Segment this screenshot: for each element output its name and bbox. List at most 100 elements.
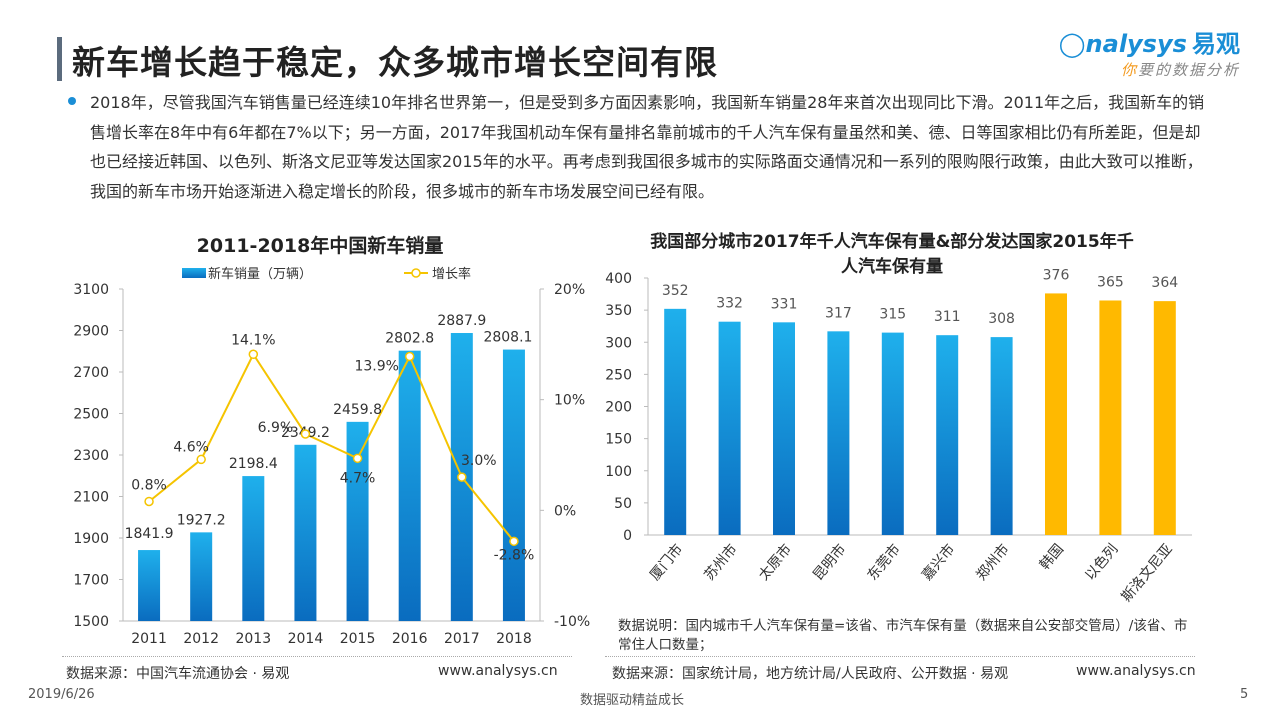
growth-value-label: 13.9% (354, 359, 398, 375)
y-tick-label: 2900 (73, 324, 109, 340)
bar (190, 532, 213, 621)
bar-value-label: 376 (1043, 267, 1070, 283)
growth-marker (457, 472, 467, 482)
x-tick-label: 韩国 (1037, 541, 1067, 573)
growth-marker (352, 453, 363, 464)
growth-marker (196, 454, 206, 465)
title-accent-bar (57, 37, 62, 81)
chart1-title: 2011-2018年中国新车销量 (197, 234, 444, 257)
growth-value-label: 14.1% (231, 332, 275, 348)
y2-tick-label: 20% (554, 282, 585, 298)
bullet-icon (68, 97, 76, 105)
y-tick-label: 2300 (73, 448, 109, 464)
bar-value-label: 308 (988, 311, 1015, 327)
y-tick-label: 2500 (73, 407, 109, 423)
x-tick-label: 以色列 (1081, 541, 1121, 584)
growth-marker (248, 349, 259, 360)
y-tick-label: 1900 (73, 531, 109, 547)
y2-tick-label: -10% (554, 614, 590, 630)
chart2-title-line2: 人汽车保有量 (841, 256, 943, 277)
chart2-title-line1: 我国部分城市2017年千人汽车保有量&部分发达国家2015年千 (650, 231, 1133, 252)
logo-text-en: nalysys (1085, 30, 1187, 58)
growth-value-label: 3.0% (461, 453, 497, 469)
bar (827, 331, 850, 535)
growth-value-label: 4.7% (340, 470, 376, 486)
growth-marker (509, 536, 519, 547)
right-url[interactable]: www.analysys.cn (1076, 663, 1196, 679)
bar-value-label: 331 (771, 296, 798, 312)
bar (881, 332, 904, 535)
x-tick-label: 太原市 (755, 541, 795, 584)
y-tick-label: 0 (623, 528, 632, 544)
y-tick-label: 250 (605, 367, 632, 383)
bar (664, 308, 687, 535)
footer-slogan: 数据驱动精益成长 (580, 693, 685, 708)
bar (138, 550, 161, 621)
y-tick-label: 3100 (73, 282, 109, 298)
x-tick-label: 东莞市 (864, 541, 904, 584)
y-tick-label: 300 (605, 335, 632, 351)
bar-value-label: 1927.2 (177, 512, 226, 528)
y-tick-label: 150 (605, 432, 632, 448)
growth-value-label: 0.8% (131, 477, 167, 493)
bar-value-label: 365 (1097, 274, 1124, 290)
logo: ◯nalysys 易观 你要的数据分析 (1059, 24, 1240, 80)
y-tick-label: 350 (605, 303, 632, 319)
x-tick-label: 厦门市 (646, 541, 686, 584)
bar (990, 337, 1013, 535)
bar (502, 349, 525, 621)
bar (294, 444, 317, 621)
bar-value-label: 2459.8 (333, 402, 382, 418)
growth-value-label: 6.9% (258, 420, 294, 436)
growth-marker (300, 429, 311, 439)
bar-value-label: 2198.4 (229, 456, 278, 472)
growth-value-label: -2.8% (494, 547, 535, 563)
bullet-text: 2018年，尽管我国汽车销售量已经连续10年排名世界第一，但是受到多方面因素影响… (90, 93, 1205, 201)
bar (1099, 300, 1122, 535)
x-tick-label: 昆明市 (809, 541, 849, 584)
x-tick-label: 2016 (392, 631, 428, 647)
x-tick-label: 嘉兴市 (918, 541, 958, 584)
bar (398, 350, 421, 621)
x-tick-label: 2011 (131, 631, 167, 647)
bar (773, 322, 795, 535)
growth-marker (404, 351, 415, 362)
left-source: 数据来源：中国汽车流通协会 · 易观 (66, 666, 290, 682)
y-tick-label: 400 (605, 271, 632, 287)
y-tick-label: 2700 (73, 365, 109, 381)
bar-value-label: 2887.9 (437, 313, 486, 329)
bar-value-label: 317 (825, 305, 852, 321)
bar-value-label: 332 (716, 296, 743, 312)
bar (242, 476, 265, 621)
data-note: 数据说明：国内城市千人汽车保有量=该省、市汽车保有量（数据来自公安部交管局）/该… (618, 618, 1188, 653)
x-tick-label: 2015 (340, 631, 376, 647)
left-url[interactable]: www.analysys.cn (438, 663, 558, 679)
bar-value-label: 315 (879, 307, 906, 323)
logo-slogan-rest: 要的数据分析 (1137, 61, 1240, 79)
page-number: 5 (1240, 687, 1249, 702)
logo-text-cn: 易观 (1192, 30, 1240, 58)
divider-right (605, 656, 1195, 657)
x-tick-label: 2018 (496, 631, 532, 647)
bar (1045, 293, 1067, 535)
date: 2019/6/26 (28, 687, 95, 702)
y-tick-label: 200 (605, 400, 632, 416)
y-tick-label: 1700 (73, 573, 109, 589)
growth-marker (144, 496, 154, 507)
x-tick-label: 2012 (183, 631, 219, 647)
growth-value-label: 4.6% (173, 439, 209, 455)
page-title: 新车增长趋于稳定，众多城市增长空间有限 (72, 43, 718, 82)
bar (1153, 301, 1176, 535)
x-tick-label: 苏州市 (701, 541, 741, 584)
y-tick-label: 2100 (73, 490, 109, 506)
x-tick-label: 郑州市 (973, 541, 1013, 584)
bar (936, 335, 959, 535)
x-tick-label: 2013 (235, 631, 271, 647)
y2-tick-label: 10% (554, 393, 585, 409)
legend-line-marker (411, 268, 421, 278)
x-tick-label: 斯洛文尼亚 (1119, 541, 1176, 605)
y-tick-label: 50 (614, 496, 632, 512)
logo-slogan: 你要的数据分析 (1059, 59, 1240, 80)
